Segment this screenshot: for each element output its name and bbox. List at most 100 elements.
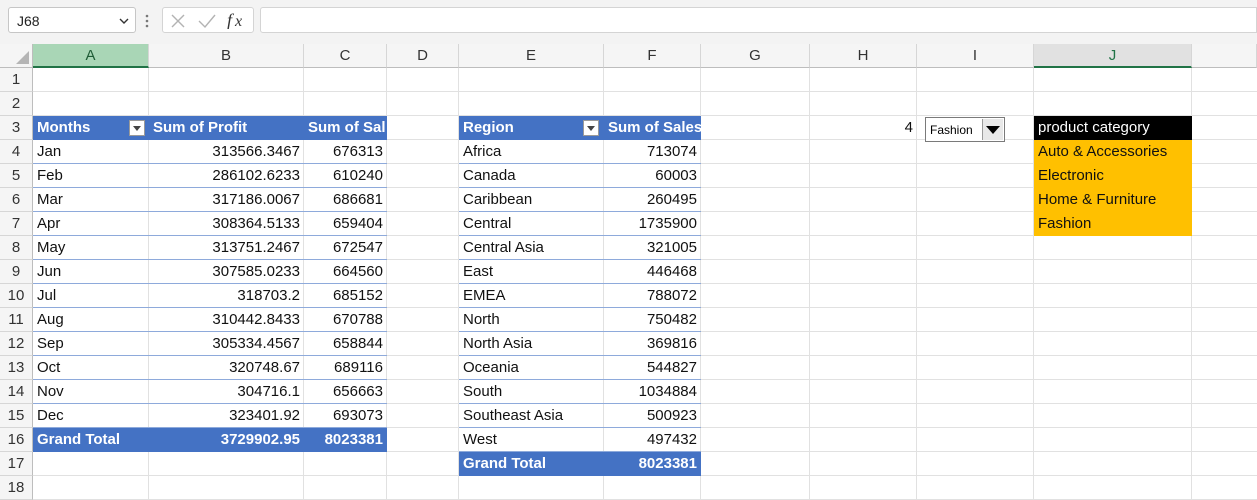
pivot1-sales[interactable]: 658844 xyxy=(304,332,387,356)
formula-input[interactable] xyxy=(260,7,1257,33)
pivot1-sales[interactable]: 686681 xyxy=(304,188,387,212)
column-header-i[interactable]: I xyxy=(917,44,1034,68)
pivot1-sales[interactable]: 676313 xyxy=(304,140,387,164)
pivot1-sales[interactable]: 672547 xyxy=(304,236,387,260)
row-header-9[interactable]: 9 xyxy=(0,260,33,284)
row-header-7[interactable]: 7 xyxy=(0,212,33,236)
pivot1-grand-total-profit[interactable]: 3729902.95 xyxy=(149,428,304,452)
cancel-icon[interactable] xyxy=(169,12,187,30)
pivot1-profit[interactable]: 317186.0067 xyxy=(149,188,304,212)
pivot2-sales[interactable]: 60003 xyxy=(604,164,701,188)
pivot1-header-sales[interactable]: Sum of Sal xyxy=(304,116,387,140)
pivot1-month[interactable]: Mar xyxy=(33,188,149,212)
pivot1-sales[interactable]: 664560 xyxy=(304,260,387,284)
pivot2-region[interactable]: Central Asia xyxy=(459,236,604,260)
column-header-e[interactable]: E xyxy=(459,44,604,68)
pivot2-grand-total-label[interactable]: Grand Total xyxy=(459,452,604,476)
column-header-c[interactable]: C xyxy=(304,44,387,68)
category-item[interactable]: Fashion xyxy=(1034,212,1192,236)
pivot2-region[interactable]: South xyxy=(459,380,604,404)
pivot2-region[interactable]: Southeast Asia xyxy=(459,404,604,428)
pivot2-sales[interactable]: 1735900 xyxy=(604,212,701,236)
pivot2-header-sales[interactable]: Sum of Sales xyxy=(604,116,701,140)
filter-dropdown-icon[interactable] xyxy=(583,120,599,136)
filter-dropdown-icon[interactable] xyxy=(129,120,145,136)
pivot1-month[interactable]: Sep xyxy=(33,332,149,356)
pivot1-sales[interactable]: 656663 xyxy=(304,380,387,404)
pivot2-sales[interactable]: 446468 xyxy=(604,260,701,284)
select-all-corner[interactable] xyxy=(0,44,33,68)
pivot2-region[interactable]: West xyxy=(459,428,604,452)
row-header-12[interactable]: 12 xyxy=(0,332,33,356)
pivot2-sales[interactable]: 369816 xyxy=(604,332,701,356)
pivot1-month[interactable]: Apr xyxy=(33,212,149,236)
pivot1-month[interactable]: Nov xyxy=(33,380,149,404)
pivot1-profit[interactable]: 286102.6233 xyxy=(149,164,304,188)
row-header-2[interactable]: 2 xyxy=(0,92,33,116)
row-header-6[interactable]: 6 xyxy=(0,188,33,212)
pivot1-header-months[interactable]: Months xyxy=(33,116,149,140)
pivot1-month[interactable]: Oct xyxy=(33,356,149,380)
cell-h3[interactable]: 4 xyxy=(904,119,913,136)
row-header-5[interactable]: 5 xyxy=(0,164,33,188)
pivot2-region[interactable]: Africa xyxy=(459,140,604,164)
category-item[interactable]: Home & Furniture xyxy=(1034,188,1192,212)
pivot2-region[interactable]: Caribbean xyxy=(459,188,604,212)
row-header-17[interactable]: 17 xyxy=(0,452,33,476)
category-dropdown[interactable]: Fashion xyxy=(925,117,1005,142)
column-header-d[interactable]: D xyxy=(387,44,459,68)
category-item[interactable]: Electronic xyxy=(1034,164,1192,188)
row-header-1[interactable]: 1 xyxy=(0,68,33,92)
pivot2-region[interactable]: North xyxy=(459,308,604,332)
pivot1-sales[interactable]: 610240 xyxy=(304,164,387,188)
pivot2-sales[interactable]: 750482 xyxy=(604,308,701,332)
pivot1-profit[interactable]: 310442.8433 xyxy=(149,308,304,332)
pivot2-sales[interactable]: 544827 xyxy=(604,356,701,380)
row-header-14[interactable]: 14 xyxy=(0,380,33,404)
pivot1-header-profit[interactable]: Sum of Profit xyxy=(149,116,304,140)
pivot1-sales[interactable]: 670788 xyxy=(304,308,387,332)
pivot2-sales[interactable]: 497432 xyxy=(604,428,701,452)
pivot1-sales[interactable]: 693073 xyxy=(304,404,387,428)
category-item[interactable]: Auto & Accessories xyxy=(1034,140,1192,164)
pivot2-sales[interactable]: 321005 xyxy=(604,236,701,260)
insert-function-icon[interactable]: f x xyxy=(225,11,249,29)
dropdown-arrow-icon[interactable] xyxy=(982,119,1003,140)
pivot1-grand-total-label[interactable]: Grand Total xyxy=(33,428,149,452)
pivot1-profit[interactable]: 313566.3467 xyxy=(149,140,304,164)
column-header-h[interactable]: H xyxy=(810,44,917,68)
pivot1-grand-total-sales[interactable]: 8023381 xyxy=(304,428,387,452)
enter-check-icon[interactable] xyxy=(197,12,217,30)
pivot2-sales[interactable]: 500923 xyxy=(604,404,701,428)
pivot2-grand-total-sales[interactable]: 8023381 xyxy=(604,452,701,476)
category-header[interactable]: product category xyxy=(1034,116,1192,140)
pivot1-profit[interactable]: 320748.67 xyxy=(149,356,304,380)
column-header-j[interactable]: J xyxy=(1034,44,1192,68)
pivot1-profit[interactable]: 307585.0233 xyxy=(149,260,304,284)
column-header-f[interactable]: F xyxy=(604,44,701,68)
row-header-10[interactable]: 10 xyxy=(0,284,33,308)
pivot1-sales[interactable]: 685152 xyxy=(304,284,387,308)
column-header-g[interactable]: G xyxy=(701,44,810,68)
pivot1-sales[interactable]: 659404 xyxy=(304,212,387,236)
pivot1-profit[interactable]: 305334.4567 xyxy=(149,332,304,356)
pivot2-header-region[interactable]: Region xyxy=(459,116,604,140)
column-header-b[interactable]: B xyxy=(149,44,304,68)
pivot2-region[interactable]: Oceania xyxy=(459,356,604,380)
pivot2-sales[interactable]: 713074 xyxy=(604,140,701,164)
pivot1-month[interactable]: Jun xyxy=(33,260,149,284)
row-header-13[interactable]: 13 xyxy=(0,356,33,380)
pivot1-month[interactable]: Aug xyxy=(33,308,149,332)
row-header-8[interactable]: 8 xyxy=(0,236,33,260)
pivot2-region[interactable]: EMEA xyxy=(459,284,604,308)
pivot2-sales[interactable]: 260495 xyxy=(604,188,701,212)
name-box[interactable]: J68 xyxy=(8,7,136,33)
pivot1-profit[interactable]: 318703.2 xyxy=(149,284,304,308)
pivot2-region[interactable]: Central xyxy=(459,212,604,236)
row-header-3[interactable]: 3 xyxy=(0,116,33,140)
row-header-15[interactable]: 15 xyxy=(0,404,33,428)
pivot1-profit[interactable]: 313751.2467 xyxy=(149,236,304,260)
pivot1-month[interactable]: Dec xyxy=(33,404,149,428)
pivot1-month[interactable]: Jan xyxy=(33,140,149,164)
pivot2-region[interactable]: North Asia xyxy=(459,332,604,356)
